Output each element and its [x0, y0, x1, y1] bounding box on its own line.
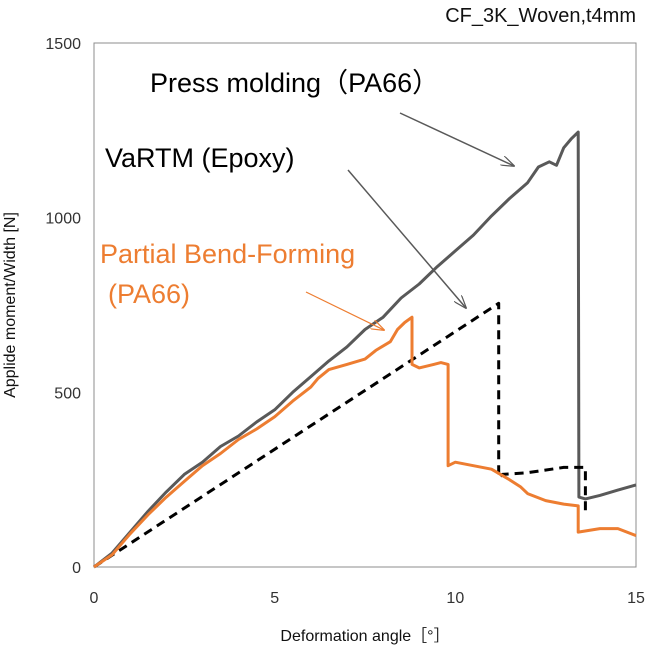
y-tick-label: 0: [72, 560, 81, 577]
x-axis-label: Deformation angle［°］: [280, 627, 449, 645]
x-axis-ticks: 0 5 10 15: [90, 590, 645, 607]
series-partial-bend-forming-line: [93, 315, 637, 569]
series-vartm-line: [93, 301, 587, 569]
series-press-molding-line: [93, 130, 637, 569]
y-axis-label: Applide moment/Width [N]: [2, 212, 19, 398]
press-molding-arrow: [399, 112, 514, 166]
y-tick-label: 500: [54, 385, 81, 402]
annotation-vartm: VaRTM (Epoxy): [105, 143, 295, 173]
annotations: Press molding（PA66） VaRTM (Epoxy) Partia…: [100, 68, 514, 330]
series-lines: [93, 130, 637, 569]
chart-title: CF_3K_Woven,t4mm: [445, 5, 636, 27]
x-tick-label: 15: [627, 590, 645, 607]
y-tick-label: 1000: [45, 211, 81, 228]
annotation-partial-bend-forming: Partial Bend-Forming: [100, 239, 355, 269]
y-tick-label: 1500: [45, 36, 81, 53]
vartm-arrow: [347, 169, 466, 308]
y-axis-ticks: 0 500 1000 1500: [45, 36, 81, 577]
x-tick-label: 0: [90, 590, 99, 607]
annotation-pa66: (PA66): [108, 279, 190, 309]
partial-bend-forming-arrow: [305, 291, 384, 330]
x-tick-label: 5: [270, 590, 279, 607]
annotation-press-molding: Press molding（PA66）: [150, 68, 439, 98]
x-tick-label: 10: [446, 590, 464, 607]
